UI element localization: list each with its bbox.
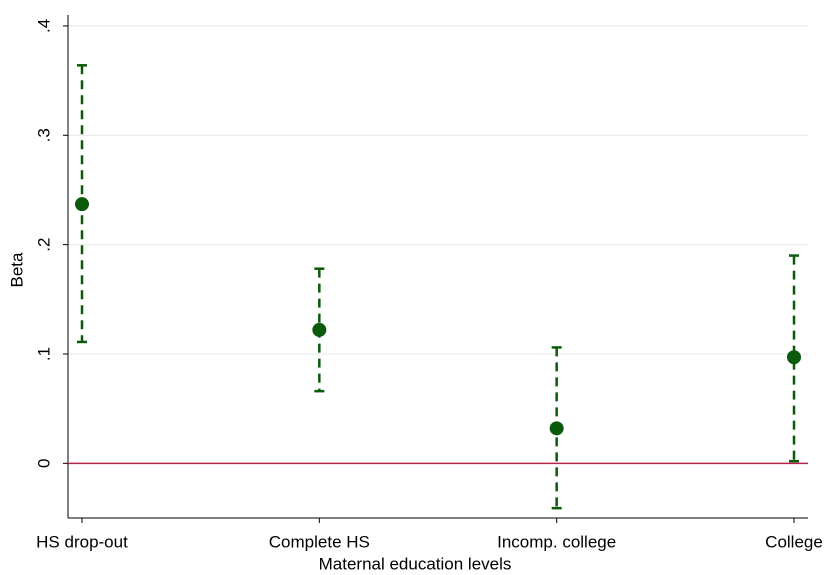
y-tick-label: .2 bbox=[34, 238, 53, 252]
x-tick-label: Incomp. college bbox=[497, 532, 616, 551]
y-tick-label: .1 bbox=[34, 347, 53, 361]
x-tick-label: HS drop-out bbox=[36, 532, 128, 551]
x-tick-label: College bbox=[765, 532, 823, 551]
point bbox=[549, 421, 564, 436]
y-axis-title: Beta bbox=[7, 252, 26, 288]
point bbox=[787, 350, 801, 365]
y-tick-label: .4 bbox=[34, 19, 53, 33]
point bbox=[75, 197, 89, 212]
point bbox=[312, 322, 327, 337]
x-tick-label: Complete HS bbox=[269, 532, 370, 551]
x-axis-title: Maternal education levels bbox=[319, 554, 512, 573]
y-tick-label: .3 bbox=[34, 128, 53, 142]
y-tick-label: 0 bbox=[34, 459, 53, 468]
